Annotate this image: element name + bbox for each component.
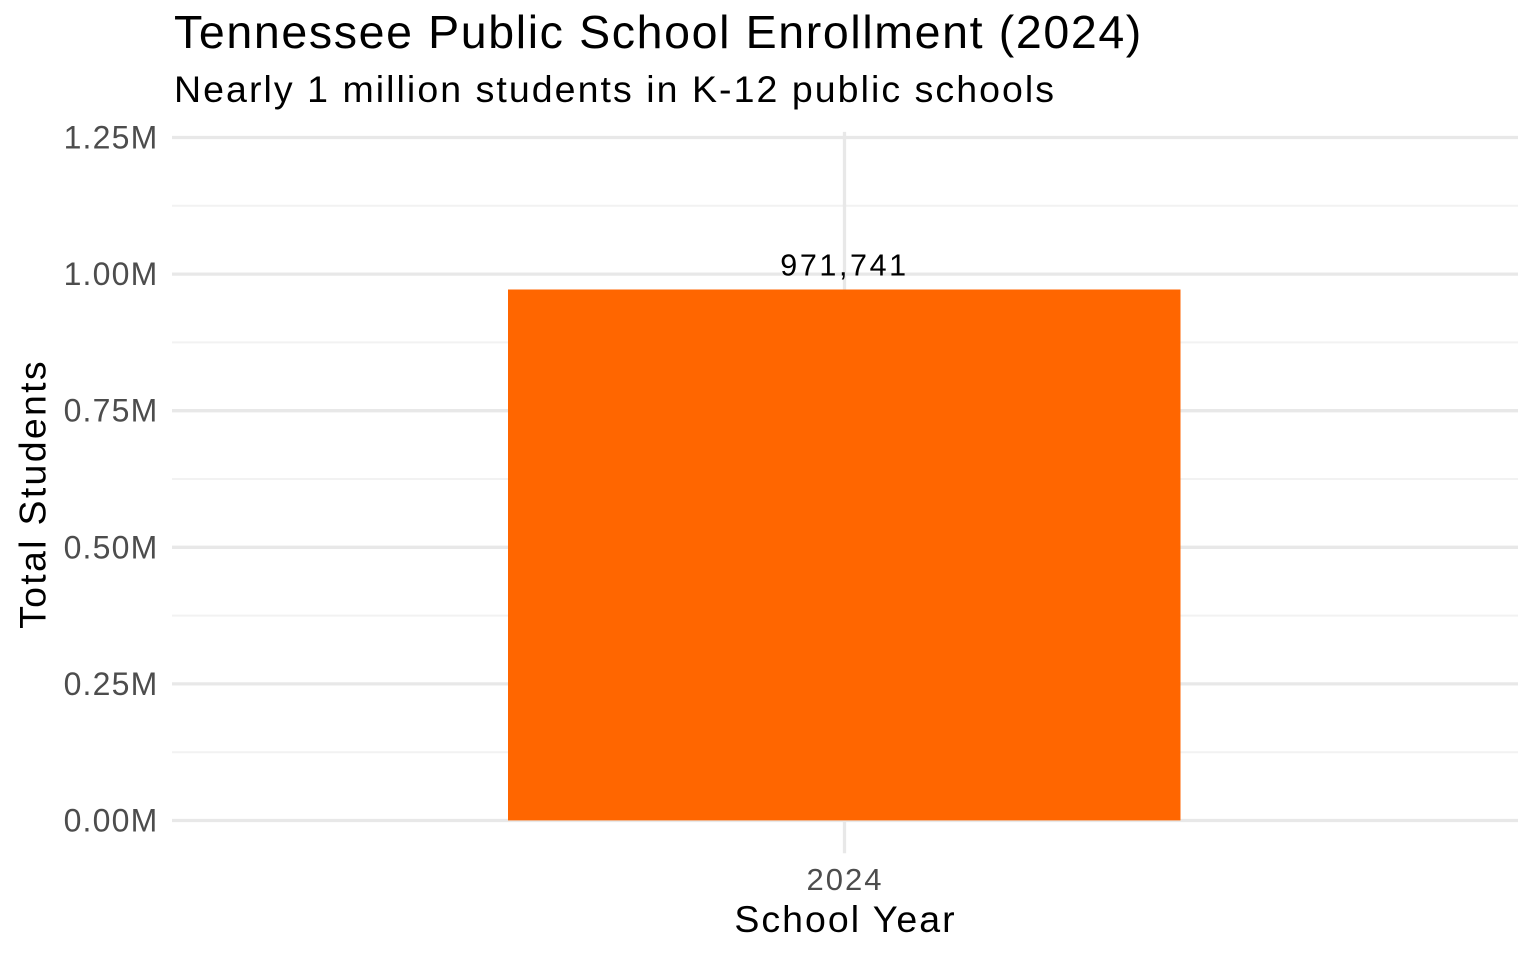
svg-text:1.25M: 1.25M bbox=[64, 120, 159, 156]
svg-text:School Year: School Year bbox=[734, 898, 956, 940]
svg-text:971,741: 971,741 bbox=[780, 249, 908, 283]
svg-text:Nearly 1 million students in K: Nearly 1 million students in K-12 public… bbox=[174, 68, 1056, 110]
svg-text:0.00M: 0.00M bbox=[64, 803, 159, 839]
svg-text:0.50M: 0.50M bbox=[64, 529, 159, 565]
svg-text:Total Students: Total Students bbox=[12, 359, 54, 629]
svg-text:1.00M: 1.00M bbox=[64, 256, 159, 292]
svg-text:0.75M: 0.75M bbox=[64, 393, 159, 429]
svg-text:2024: 2024 bbox=[807, 862, 884, 897]
svg-text:Tennessee Public School Enroll: Tennessee Public School Enrollment (2024… bbox=[174, 6, 1143, 58]
svg-text:0.25M: 0.25M bbox=[64, 666, 159, 702]
